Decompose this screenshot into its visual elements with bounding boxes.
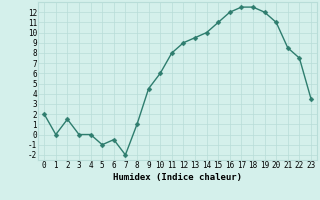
X-axis label: Humidex (Indice chaleur): Humidex (Indice chaleur) bbox=[113, 173, 242, 182]
